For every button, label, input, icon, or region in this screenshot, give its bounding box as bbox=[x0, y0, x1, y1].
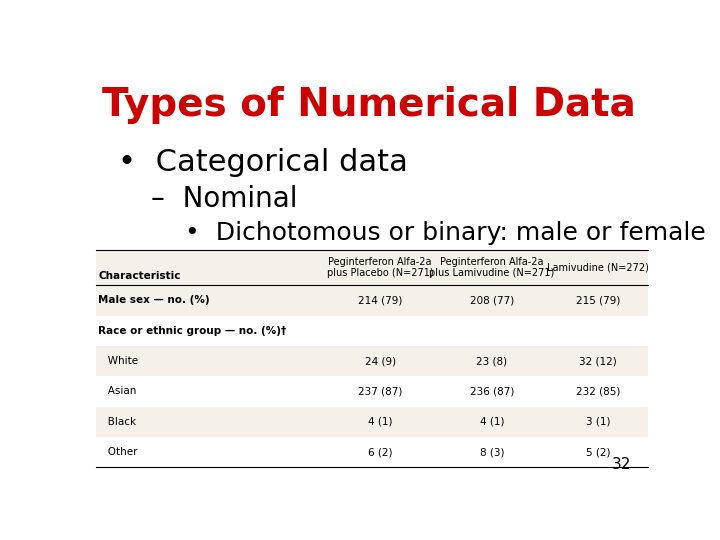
Text: 4 (1): 4 (1) bbox=[480, 417, 504, 427]
FancyBboxPatch shape bbox=[96, 376, 648, 407]
Text: Race or ethnic group — no. (%)†: Race or ethnic group — no. (%)† bbox=[99, 326, 287, 336]
Text: 232 (85): 232 (85) bbox=[575, 387, 620, 396]
Text: 214 (79): 214 (79) bbox=[358, 295, 402, 305]
Text: 237 (87): 237 (87) bbox=[358, 387, 402, 396]
Text: 4 (1): 4 (1) bbox=[368, 417, 392, 427]
Text: 6 (2): 6 (2) bbox=[368, 447, 392, 457]
FancyBboxPatch shape bbox=[96, 250, 648, 285]
FancyBboxPatch shape bbox=[96, 407, 648, 437]
FancyBboxPatch shape bbox=[96, 346, 648, 376]
Text: Male sex — no. (%): Male sex — no. (%) bbox=[99, 295, 210, 305]
FancyBboxPatch shape bbox=[96, 315, 648, 346]
Text: •  Dichotomous or binary: male or female: • Dichotomous or binary: male or female bbox=[185, 221, 706, 245]
Text: •  Categorical data: • Categorical data bbox=[118, 148, 408, 177]
Text: Black: Black bbox=[99, 417, 137, 427]
Text: Asian: Asian bbox=[99, 387, 137, 396]
Text: Types of Numerical Data: Types of Numerical Data bbox=[102, 85, 636, 124]
FancyBboxPatch shape bbox=[96, 285, 648, 315]
Text: Peginterferon Alfa-2a
plus Lamivudine (N=271): Peginterferon Alfa-2a plus Lamivudine (N… bbox=[429, 256, 554, 278]
Text: 236 (87): 236 (87) bbox=[469, 387, 514, 396]
Text: 8 (3): 8 (3) bbox=[480, 447, 504, 457]
Text: 23 (8): 23 (8) bbox=[476, 356, 508, 366]
Text: 215 (79): 215 (79) bbox=[575, 295, 620, 305]
Text: 5 (2): 5 (2) bbox=[585, 447, 610, 457]
Text: White: White bbox=[99, 356, 138, 366]
Text: 208 (77): 208 (77) bbox=[469, 295, 514, 305]
Text: Peginterferon Alfa-2a
plus Placebo (N=271): Peginterferon Alfa-2a plus Placebo (N=27… bbox=[327, 256, 433, 278]
Text: Lamivudine (N=272): Lamivudine (N=272) bbox=[547, 262, 649, 273]
Text: 32 (12): 32 (12) bbox=[579, 356, 616, 366]
Text: –  Nominal: – Nominal bbox=[151, 185, 298, 213]
Text: Other: Other bbox=[99, 447, 138, 457]
Text: Characteristic: Characteristic bbox=[99, 271, 181, 281]
Text: 24 (9): 24 (9) bbox=[364, 356, 396, 366]
FancyBboxPatch shape bbox=[96, 437, 648, 467]
Text: 3 (1): 3 (1) bbox=[585, 417, 610, 427]
Text: 32: 32 bbox=[612, 457, 631, 472]
